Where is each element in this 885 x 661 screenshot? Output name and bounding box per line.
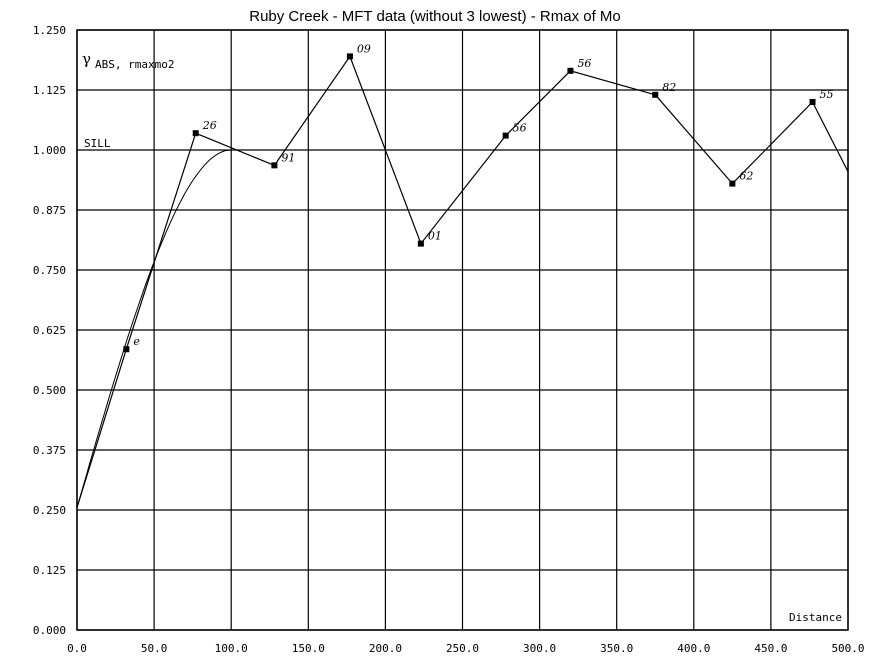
y-tick-label: 0.625 [33,324,66,337]
x-tick-label: 50.0 [141,642,168,655]
x-tick-label: 200.0 [369,642,402,655]
experimental-point [809,99,816,105]
x-axis-label: Distance [789,611,842,624]
plot-frame [76,29,849,631]
y-tick-label: 1.000 [33,144,66,157]
y-tick-label: 0.000 [33,624,66,637]
x-tick-labels: 0.0 50.0 100.0 150.0 200.0 250.0 300.0 350.0 400… [67,642,865,655]
y-tick-label: 0.250 [33,504,66,517]
y-tick-labels: 0.000 0.125 0.250 0.375 0.500 0.625 0.750 0.875… [33,24,66,637]
experimental-point-label: e [133,335,140,348]
experimental-point [502,132,509,139]
y-axis-label: γ ABS, rmaxmo2 [82,50,174,71]
experimental-point-label: 56 [577,57,591,70]
experimental-point [192,130,199,137]
x-tick-label: 450.0 [754,642,787,655]
experimental-point-label: 56 [513,122,527,135]
experimental-point-label: 82 [662,81,676,94]
experimental-point [346,53,353,60]
point-labels: e 26 91 09 01 56 56 82 62 55 [133,42,833,348]
x-tick-label: 100.0 [215,642,248,655]
experimental-point-label: 09 [357,42,371,55]
x-tick-label: 250.0 [446,642,479,655]
experimental-point [271,162,278,169]
experimental-series-line [76,55,849,508]
y-tick-label: 1.250 [33,24,66,37]
y-tick-label: 0.750 [33,264,66,277]
grid [76,29,849,631]
y-tick-label: 0.375 [33,444,66,457]
y-axis-label-main: γ [82,50,91,68]
x-tick-label: 300.0 [523,642,556,655]
x-tick-label: 400.0 [677,642,710,655]
experimental-point [652,91,659,98]
y-tick-label: 0.875 [33,204,66,217]
experimental-point [567,67,574,74]
y-axis-label-sub: ABS, rmaxmo2 [95,58,174,71]
experimental-point-label: 91 [281,151,295,164]
experimental-points [123,53,816,353]
sill-label: SILL [84,137,111,150]
y-tick-label: 0.500 [33,384,66,397]
experimental-point [729,180,736,187]
chart-title: Ruby Creek - MFT data (without 3 lowest)… [249,8,621,25]
y-tick-label: 0.125 [33,564,66,577]
experimental-point-label: 01 [428,230,442,243]
y-tick-label: 1.125 [33,84,66,97]
x-tick-label: 350.0 [600,642,633,655]
experimental-point [417,240,424,247]
experimental-point-label: 62 [739,170,753,183]
x-tick-label: 150.0 [292,642,325,655]
x-tick-label: 500.0 [831,642,864,655]
experimental-point-label: 55 [820,88,834,101]
x-tick-label: 0.0 [67,642,87,655]
experimental-point-label: 26 [202,119,217,132]
experimental-point [123,346,130,353]
